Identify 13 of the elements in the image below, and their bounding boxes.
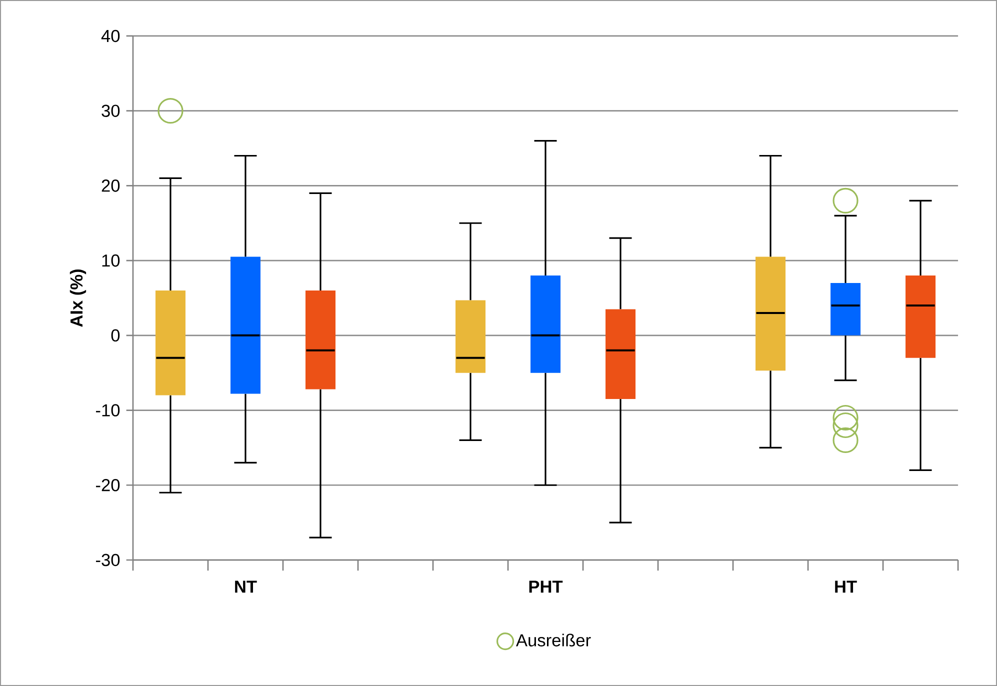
y-tick-label: 30 <box>102 104 120 117</box>
x-tick-label: HT <box>835 580 857 593</box>
x-tick-label: NT <box>235 580 257 593</box>
y-tick-label: 10 <box>102 254 120 267</box>
y-tick-label: 0 <box>111 329 120 342</box>
x-tick-label: PHT <box>529 580 563 593</box>
legend-label: Ausreißer <box>516 634 591 646</box>
y-tick-label: 20 <box>102 180 120 192</box>
y-tick-label: -20 <box>96 479 120 492</box>
y-axis-title: AIx (%) <box>70 270 86 327</box>
y-tick-label: -30 <box>96 554 120 566</box>
y-tick-label: -10 <box>96 404 120 416</box>
y-tick-label: 40 <box>101 30 120 42</box>
